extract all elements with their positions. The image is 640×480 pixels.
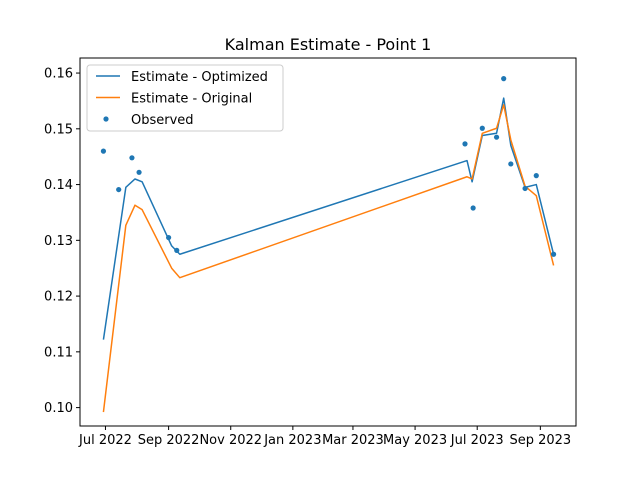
data-point-observed bbox=[533, 173, 539, 179]
x-tick-label: Mar 2023 bbox=[322, 433, 384, 448]
data-point-observed bbox=[508, 161, 514, 167]
y-tick-label: 0.10 bbox=[44, 401, 73, 416]
x-tick-label: Sep 2022 bbox=[138, 433, 200, 448]
data-point-observed bbox=[462, 141, 468, 147]
axes-frame bbox=[79, 57, 577, 427]
legend-label: Estimate - Optimized bbox=[131, 70, 268, 85]
data-point-observed bbox=[100, 148, 107, 154]
data-point-observed bbox=[550, 251, 557, 257]
x-tick-label: Nov 2022 bbox=[199, 433, 262, 448]
legend-swatch-marker bbox=[103, 116, 109, 122]
y-tick-label: 0.15 bbox=[44, 122, 73, 137]
legend: Estimate - Optimized Estimate - Original O… bbox=[86, 64, 284, 132]
axes: Jul 2022 Sep 2022 Nov 2022 Jan 2023 Mar 2023… bbox=[44, 57, 577, 448]
data-point-observed bbox=[470, 205, 476, 211]
data-point-observed bbox=[174, 247, 180, 253]
data-point-observed bbox=[116, 186, 122, 193]
x-tick-label: Jul 2022 bbox=[78, 433, 132, 448]
x-tick-label: Sep 2023 bbox=[509, 433, 571, 448]
data-point-observed bbox=[522, 185, 528, 192]
data-point-observed bbox=[136, 169, 142, 175]
data-point-observed bbox=[501, 76, 507, 82]
data-point-observed bbox=[479, 125, 485, 131]
legend-box bbox=[86, 64, 284, 132]
series-line-estimate-optimized bbox=[102, 97, 555, 340]
y-tick-label: 0.11 bbox=[44, 345, 73, 360]
x-tick-label: Jan 2023 bbox=[263, 433, 321, 448]
data-point-observed bbox=[166, 234, 172, 241]
data-point-observed bbox=[129, 155, 135, 161]
y-tick-label: 0.14 bbox=[44, 178, 73, 193]
x-tick-label: Jul 2023 bbox=[450, 433, 504, 448]
series-line-estimate-original bbox=[102, 104, 555, 413]
legend-label: Estimate - Original bbox=[131, 92, 252, 107]
chart-title: Kalman Estimate - Point 1 bbox=[225, 35, 432, 54]
data-point-observed bbox=[493, 134, 500, 140]
y-tick-label: 0.13 bbox=[44, 234, 73, 249]
y-tick-label: 0.12 bbox=[44, 290, 73, 305]
y-tick-label: 0.16 bbox=[44, 67, 73, 82]
plot-area bbox=[100, 76, 557, 413]
x-tick-label: May 2023 bbox=[383, 433, 447, 448]
legend-label: Observed bbox=[131, 113, 194, 128]
